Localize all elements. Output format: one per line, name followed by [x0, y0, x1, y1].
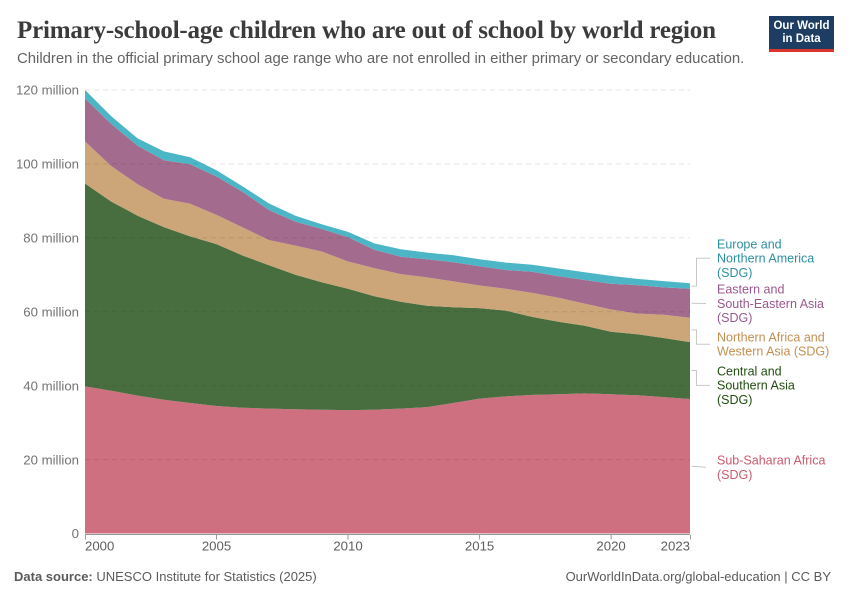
svg-text:2010: 2010: [333, 539, 362, 554]
svg-text:(SDG): (SDG): [717, 393, 752, 407]
svg-text:60 million: 60 million: [23, 304, 79, 319]
svg-text:Northern Africa and: Northern Africa and: [717, 330, 825, 344]
svg-text:20 million: 20 million: [23, 452, 79, 467]
svg-text:Western Asia (SDG): Western Asia (SDG): [717, 345, 829, 359]
svg-text:2020: 2020: [596, 539, 625, 554]
svg-text:2015: 2015: [465, 539, 494, 554]
svg-text:(SDG): (SDG): [717, 266, 752, 280]
svg-text:80 million: 80 million: [23, 231, 79, 246]
svg-text:(SDG): (SDG): [717, 311, 752, 325]
svg-text:South-Eastern Asia: South-Eastern Asia: [717, 297, 824, 311]
svg-text:Europe and: Europe and: [717, 237, 782, 251]
svg-text:Central and: Central and: [717, 364, 782, 378]
svg-text:(SDG): (SDG): [717, 468, 752, 482]
svg-text:2023: 2023: [661, 539, 690, 554]
svg-text:100 million: 100 million: [16, 157, 79, 172]
svg-text:Northern America: Northern America: [717, 252, 814, 266]
svg-text:120 million: 120 million: [16, 83, 79, 98]
svg-text:0: 0: [72, 526, 79, 541]
svg-text:2005: 2005: [202, 539, 231, 554]
svg-text:Sub-Saharan Africa: Sub-Saharan Africa: [717, 454, 825, 468]
svg-text:Eastern and: Eastern and: [717, 283, 784, 297]
svg-text:Southern Asia: Southern Asia: [717, 379, 795, 393]
svg-text:2000: 2000: [85, 539, 114, 554]
svg-text:40 million: 40 million: [23, 378, 79, 393]
